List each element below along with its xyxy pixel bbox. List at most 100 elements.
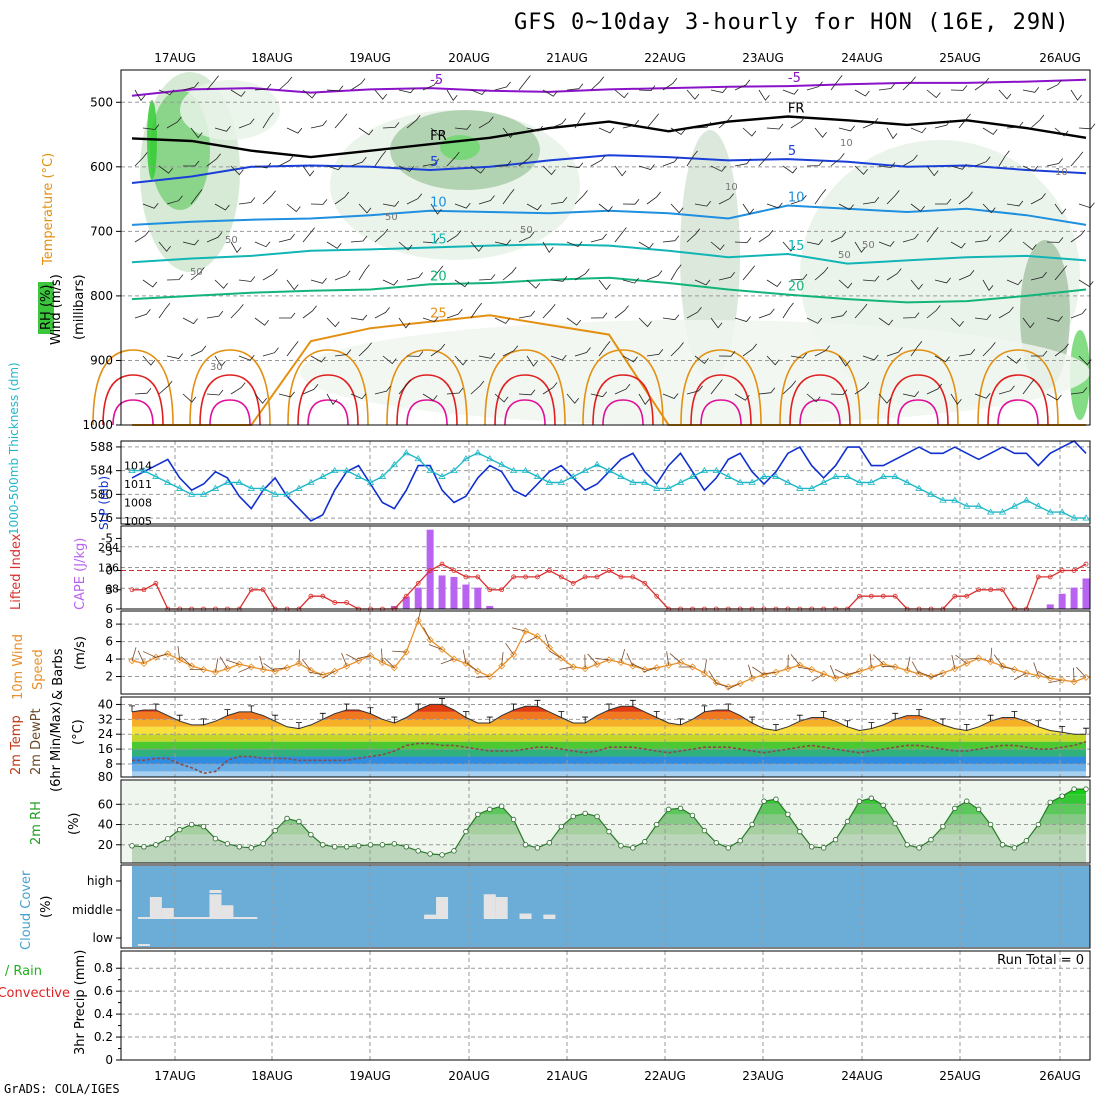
wind-barb (219, 656, 228, 669)
warm-contour (680, 349, 762, 426)
rh-marker (558, 823, 564, 830)
cape-bar (1058, 593, 1066, 609)
wind-barb (206, 232, 223, 243)
wind-barb (934, 119, 951, 129)
wind-speed-marker (665, 661, 673, 669)
thickness-marker (629, 478, 637, 485)
lifted-index-marker (1047, 574, 1053, 580)
warm-contour (92, 349, 174, 426)
wind-barb (238, 355, 255, 361)
temp-minmax-bar (224, 709, 231, 716)
wind-barb (278, 76, 293, 91)
warm-contour (779, 349, 861, 426)
date-label-bottom: 24AUG (841, 1069, 883, 1083)
thickness-marker (808, 484, 816, 491)
wind-barb (878, 241, 895, 247)
rh-contour-label: 10 (840, 138, 853, 149)
rh-marker (844, 818, 851, 825)
rh-marker (188, 821, 195, 828)
wind-barb (830, 310, 848, 319)
wind-barb (398, 379, 411, 395)
wind-barb (917, 671, 932, 677)
precip-legend-rain: Total / Rain (0, 964, 42, 979)
wind-barb (710, 165, 727, 172)
cloud-low-bar (137, 944, 150, 946)
temp-minmax-bar (1011, 711, 1018, 718)
wind-barb (356, 655, 371, 660)
temp-minmax-bar (176, 714, 183, 722)
rh-legend-swatch (38, 282, 54, 334)
wind-barb (1037, 670, 1051, 679)
thickness-marker (986, 508, 995, 515)
wind-barb (262, 268, 278, 281)
wind-barb (1078, 123, 1096, 130)
lifted-index-marker (535, 574, 540, 580)
tick-label: high (87, 874, 113, 888)
tick-label: 24 (98, 727, 113, 741)
wind-speed-marker (211, 668, 220, 676)
temp-minmax-bar (772, 724, 779, 731)
wind-barb (550, 118, 567, 129)
wind-barb (350, 156, 367, 167)
lifted-index-marker (988, 587, 993, 593)
chart-title: GFS 0~10day 3-hourly for HON (16E, 29N) (514, 10, 1070, 35)
thickness-marker (557, 478, 566, 485)
warm-contour (484, 349, 566, 426)
wind-barb (142, 651, 157, 658)
wind-barb (854, 303, 868, 319)
wind-barb (1054, 265, 1067, 281)
temp-band (132, 734, 1086, 742)
wind-barb (511, 627, 526, 632)
rh-marker (379, 842, 386, 848)
date-label-top: 26AUG (1039, 51, 1081, 65)
wind-speed-marker (987, 658, 995, 666)
wind-barb (518, 310, 536, 319)
wind-barb (643, 667, 657, 673)
lifted-index-marker (260, 587, 266, 593)
wind-barb (166, 195, 183, 205)
wind-barb (790, 654, 801, 666)
thickness-marker (486, 455, 494, 462)
rh-marker (916, 845, 922, 851)
wind-speed-marker (617, 658, 625, 667)
wind-barb (542, 89, 558, 97)
rh-marker (820, 845, 827, 851)
slp-tick-label: 1005 (124, 515, 152, 528)
warm-contour (799, 399, 841, 426)
temp-minmax-bar (534, 699, 541, 707)
wind-barb (326, 393, 338, 406)
wind-barb (470, 165, 486, 174)
wind-barb (478, 116, 494, 129)
wind-barb (398, 241, 413, 251)
rh-marker (522, 842, 529, 848)
temp-minmax-bar (415, 703, 422, 711)
lifted-index-marker (451, 568, 457, 573)
wind-barb (694, 121, 712, 129)
wind-barb (273, 667, 288, 670)
wind-barb (286, 279, 299, 291)
wind-barb (718, 114, 733, 129)
wind-barb (182, 239, 199, 246)
thickness-marker (688, 472, 697, 479)
wind-speed-marker (486, 672, 494, 681)
wind-barb (718, 193, 735, 205)
wind-barb (475, 676, 490, 678)
wind-barb (845, 670, 860, 676)
wind-barb (1022, 379, 1035, 395)
wind-speed-marker (1058, 676, 1066, 684)
wind-barb (302, 165, 315, 177)
wind-barb (382, 122, 400, 129)
rh-marker (832, 837, 839, 843)
lifted-index-marker (1035, 574, 1041, 580)
rh-marker (439, 852, 445, 858)
wind-barb (662, 393, 679, 399)
lifted-index-marker (1083, 561, 1089, 567)
panel-frame (120, 696, 1091, 778)
wind-barb (587, 653, 598, 665)
isotherm-1 (131, 115, 1087, 159)
wind-barb (428, 644, 443, 650)
thickness-marker (319, 472, 327, 479)
panel-frame (120, 525, 1091, 610)
wind-barb (638, 85, 656, 92)
rh-marker (975, 806, 982, 813)
